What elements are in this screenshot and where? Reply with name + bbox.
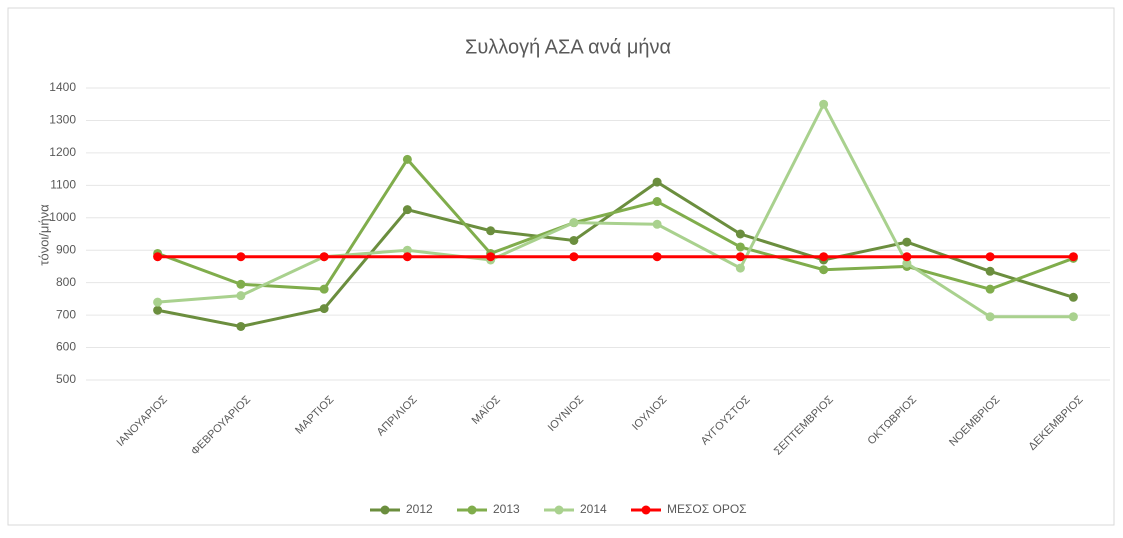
chart-frame bbox=[7, 7, 1115, 526]
data-point bbox=[652, 252, 662, 262]
data-point bbox=[402, 205, 412, 215]
data-point bbox=[985, 312, 995, 322]
legend-marker bbox=[380, 505, 390, 515]
y-tick-label: 900 bbox=[56, 242, 76, 256]
legend-label: 2013 bbox=[493, 502, 520, 516]
data-point bbox=[153, 305, 163, 315]
data-point bbox=[902, 258, 912, 268]
data-point bbox=[819, 252, 829, 262]
chart-title: Συλλογή ΑΣΑ ανά μήνα bbox=[465, 36, 671, 58]
data-point bbox=[652, 197, 662, 207]
data-point bbox=[319, 252, 329, 262]
y-tick-label: 1200 bbox=[49, 145, 76, 159]
data-point bbox=[819, 265, 829, 275]
data-point bbox=[819, 99, 829, 109]
data-point bbox=[486, 252, 496, 262]
data-point bbox=[236, 252, 246, 262]
legend-marker bbox=[467, 505, 477, 515]
data-point bbox=[319, 284, 329, 294]
data-point bbox=[1068, 252, 1078, 262]
legend-label: 2014 bbox=[580, 502, 607, 516]
data-point bbox=[486, 226, 496, 236]
data-point bbox=[985, 284, 995, 294]
data-point bbox=[236, 321, 246, 331]
data-point bbox=[569, 252, 579, 262]
legend-marker bbox=[554, 505, 564, 515]
y-tick-label: 700 bbox=[56, 307, 76, 321]
data-point bbox=[985, 252, 995, 262]
data-point bbox=[735, 252, 745, 262]
y-tick-label: 800 bbox=[56, 275, 76, 289]
y-tick-label: 1000 bbox=[49, 210, 76, 224]
y-tick-label: 1300 bbox=[49, 113, 76, 127]
data-point bbox=[402, 154, 412, 164]
y-tick-label: 500 bbox=[56, 372, 76, 386]
data-point bbox=[402, 252, 412, 262]
data-point bbox=[735, 263, 745, 273]
data-point bbox=[153, 252, 163, 262]
data-point bbox=[153, 297, 163, 307]
y-tick-label: 600 bbox=[56, 340, 76, 354]
data-point bbox=[569, 235, 579, 245]
legend-label: 2012 bbox=[406, 502, 433, 516]
data-point bbox=[985, 266, 995, 276]
data-point bbox=[402, 245, 412, 255]
y-tick-label: 1100 bbox=[50, 178, 76, 192]
data-point bbox=[1068, 312, 1078, 322]
y-tick-label: 1400 bbox=[49, 80, 76, 94]
data-point bbox=[902, 252, 912, 262]
data-point bbox=[236, 279, 246, 289]
data-point bbox=[1068, 292, 1078, 302]
data-point bbox=[735, 242, 745, 252]
legend-label: ΜΕΣΟΣ ΟΡΟΣ bbox=[667, 502, 747, 516]
data-point bbox=[319, 304, 329, 314]
y-axis-label: τόνοι/μήνα bbox=[36, 204, 51, 266]
data-point bbox=[236, 291, 246, 301]
data-point bbox=[652, 177, 662, 187]
series-line bbox=[157, 156, 1074, 291]
data-point bbox=[902, 237, 912, 247]
data-point bbox=[652, 219, 662, 229]
legend-marker bbox=[641, 505, 651, 515]
data-point bbox=[735, 229, 745, 239]
data-point bbox=[569, 218, 579, 228]
series-line bbox=[157, 100, 1074, 319]
